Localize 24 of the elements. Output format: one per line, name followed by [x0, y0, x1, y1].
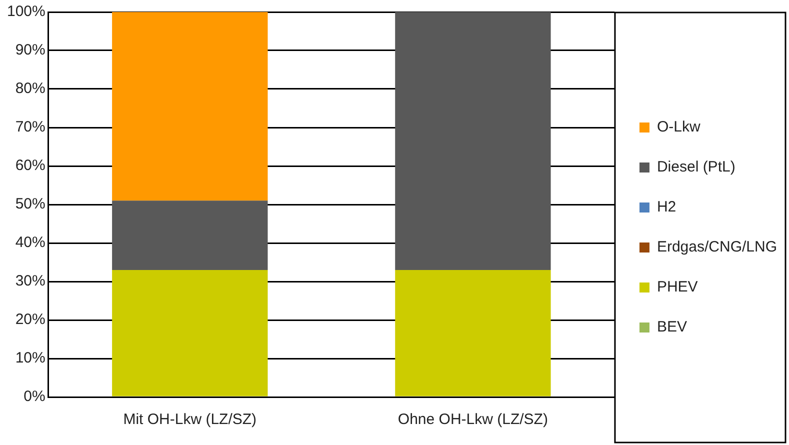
- legend-label: PHEV: [656, 278, 698, 296]
- legend-label: H2: [656, 198, 676, 216]
- bar: [395, 270, 551, 396]
- legend-label: Diesel (PtL): [656, 158, 736, 176]
- y-tick-label: 100%: [6, 3, 46, 20]
- legend-label: O-Lkw: [656, 118, 700, 136]
- y-tick-label: 80%: [15, 80, 46, 98]
- y-tick-label: 90%: [15, 42, 46, 59]
- y-tick-label: 10%: [15, 350, 46, 367]
- y-tick-label: 0%: [24, 388, 46, 406]
- x-tick-label: Ohne OH-Lkw (LZ/SZ): [398, 411, 548, 428]
- bar: [112, 12, 268, 201]
- y-tick-label: 70%: [15, 118, 46, 136]
- y-tick-label: 30%: [15, 272, 46, 290]
- y-tick-label: 40%: [15, 234, 46, 252]
- bar: [112, 200, 268, 270]
- bar: [395, 12, 551, 270]
- y-tick-label: 50%: [15, 196, 46, 213]
- bar: [112, 270, 268, 396]
- y-tick-label: 20%: [15, 311, 46, 328]
- x-tick-label: Mit OH-Lkw (LZ/SZ): [123, 411, 257, 428]
- y-tick-label: 60%: [15, 157, 46, 174]
- legend-label: BEV: [656, 318, 687, 336]
- legend-label: Erdgas/CNG/LNG: [656, 238, 778, 256]
